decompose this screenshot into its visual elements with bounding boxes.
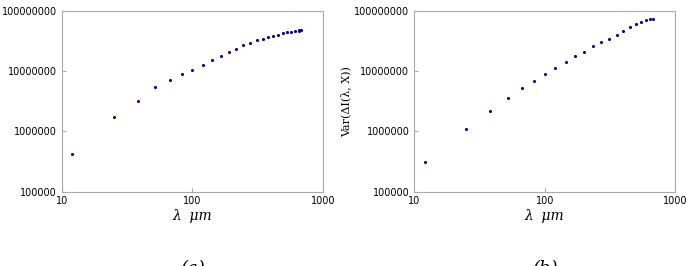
Point (150, 85, 161, 89)
Point (461, 127, 472, 131)
Point (502, 95, 513, 100)
Point (257, 37, 268, 41)
Point (550, 66, 561, 70)
Point (419, 160, 430, 164)
Point (187, 68, 198, 72)
Point (206, 58, 217, 63)
Point (630, 22, 641, 27)
Point (611, 32, 622, 37)
Point (230, 47, 241, 51)
Point (517, 86, 528, 90)
Text: (b): (b) (532, 260, 557, 266)
Point (238, 43, 249, 48)
Point (67, 152, 78, 156)
Point (560, 60, 571, 64)
Point (296, 28, 307, 32)
Point (588, 44, 599, 49)
Point (579, 49, 590, 54)
Point (484, 109, 495, 113)
Point (604, 36, 615, 41)
Point (263, 35, 274, 39)
Point (285, 30, 296, 34)
Point (528, 79, 539, 83)
Point (569, 54, 580, 59)
Y-axis label: Var(ΔI(λ, X)): Var(ΔI(λ, X)) (341, 66, 351, 136)
Point (644, 17, 655, 21)
Point (595, 40, 606, 44)
Point (176, 72, 187, 76)
Point (216, 53, 227, 58)
Point (267, 34, 278, 38)
Point (251, 38, 262, 43)
Point (641, 18, 652, 23)
Point (618, 29, 629, 33)
Point (108, 115, 119, 119)
Point (245, 41, 256, 45)
Text: (a): (a) (180, 260, 205, 266)
Point (636, 20, 647, 24)
Point (289, 29, 300, 34)
Point (164, 77, 175, 82)
Point (277, 31, 288, 35)
Point (293, 28, 304, 33)
Point (197, 63, 208, 67)
Point (282, 30, 293, 35)
X-axis label: λ  μm: λ μm (525, 209, 564, 223)
Point (624, 25, 635, 29)
Point (539, 72, 551, 76)
Point (132, 99, 143, 103)
Point (294, 28, 305, 32)
X-axis label: λ  μm: λ μm (173, 209, 212, 223)
Point (648, 16, 659, 21)
Point (223, 49, 234, 54)
Point (272, 32, 283, 37)
